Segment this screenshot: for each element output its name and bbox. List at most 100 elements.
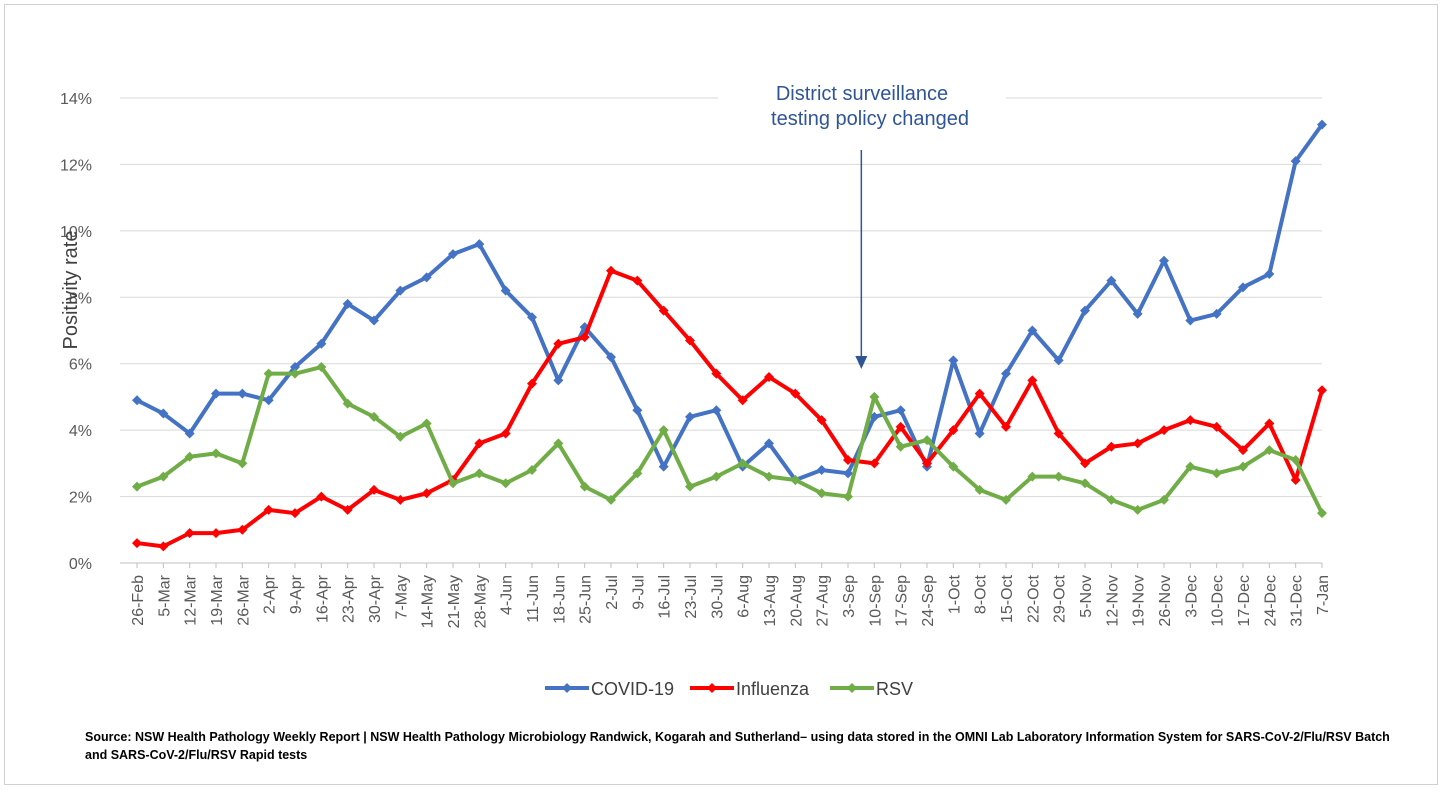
data-point — [632, 468, 643, 479]
data-point — [685, 411, 695, 422]
data-point — [132, 538, 142, 549]
data-point — [342, 504, 353, 515]
data-point — [500, 478, 511, 489]
x-tick-label: 9-Apr — [288, 574, 305, 614]
data-point — [606, 352, 616, 363]
x-tick-label: 5-Mar — [156, 574, 173, 616]
data-point — [553, 438, 564, 449]
data-point — [1106, 441, 1117, 452]
data-point — [895, 441, 906, 452]
data-point — [395, 285, 406, 296]
y-tick-label: 14% — [60, 91, 92, 108]
data-point — [764, 471, 774, 482]
x-tick-label: 7-Jan — [1315, 575, 1332, 615]
data-point — [1238, 445, 1248, 456]
x-tick-label: 26-Nov — [1157, 575, 1174, 627]
x-tick-label: 21-May — [446, 575, 463, 628]
legend: COVID-19 Influenza RSV — [545, 679, 913, 699]
data-point — [632, 405, 643, 416]
series-line-covid-19 — [136, 123, 1324, 482]
x-tick-label: 9-Jul — [630, 575, 647, 610]
data-point — [1080, 458, 1090, 469]
data-point — [843, 491, 853, 502]
x-tick-label: 16-Jul — [657, 575, 674, 619]
data-point — [474, 239, 485, 250]
data-point — [527, 378, 537, 389]
data-point — [658, 461, 669, 472]
data-point — [606, 494, 616, 505]
data-point — [1080, 305, 1090, 316]
annotation-mask — [718, 85, 1006, 145]
data-point — [290, 368, 300, 379]
x-tick-label: 19-Nov — [1131, 575, 1148, 627]
data-point — [184, 528, 195, 539]
data-point — [395, 494, 406, 505]
data-point — [448, 249, 458, 260]
y-tick-label: 4% — [69, 423, 92, 440]
data-point — [158, 541, 169, 552]
x-tick-label: 29-Oct — [1052, 574, 1069, 623]
x-tick-label: 23-Jul — [683, 575, 700, 619]
series-line-influenza — [136, 268, 1324, 549]
data-point — [1264, 445, 1275, 456]
x-tick-label: 19-Mar — [209, 574, 226, 625]
data-point — [527, 465, 537, 475]
data-point — [632, 275, 643, 286]
data-point — [474, 468, 485, 479]
data-point — [974, 428, 985, 439]
data-point — [421, 488, 432, 499]
data-point — [685, 335, 695, 346]
data-point — [816, 465, 827, 475]
data-point — [1080, 478, 1090, 489]
data-point — [790, 474, 801, 485]
data-point — [1027, 375, 1038, 386]
data-point — [895, 405, 906, 416]
data-point — [1159, 255, 1169, 266]
legend-swatch-marker — [707, 683, 717, 693]
x-tick-label: 2-Jul — [604, 575, 621, 610]
data-point — [290, 508, 300, 519]
data-point — [737, 395, 748, 406]
data-point — [1053, 471, 1064, 482]
data-point — [843, 468, 853, 479]
x-tick-label: 12-Nov — [1104, 575, 1121, 627]
data-point — [1211, 468, 1222, 479]
data-point — [1211, 308, 1222, 319]
data-point — [500, 285, 511, 296]
data-point — [369, 411, 379, 422]
data-point — [316, 338, 327, 349]
data-point — [1185, 415, 1196, 426]
data-point — [132, 395, 142, 406]
x-tick-label: 6-Aug — [736, 575, 753, 618]
data-point — [816, 488, 827, 499]
legend-swatch-marker — [562, 683, 572, 693]
annotation-line-1: District surveillance — [776, 83, 948, 105]
gridlines — [120, 97, 1322, 564]
x-tick-label: 4-Jun — [499, 575, 516, 615]
data-point — [500, 428, 511, 439]
x-tick-label: 17-Dec — [1236, 575, 1253, 627]
data-point — [1159, 425, 1169, 436]
data-point — [711, 405, 722, 416]
data-point — [1159, 494, 1169, 505]
x-tick-label: 24-Dec — [1262, 575, 1279, 627]
y-tick-label: 0% — [69, 556, 92, 573]
x-tick-label: 22-Oct — [1025, 574, 1042, 623]
data-point — [1027, 471, 1038, 482]
data-point — [737, 458, 748, 469]
legend-swatch-marker — [847, 683, 857, 693]
data-point — [711, 368, 722, 379]
data-point — [316, 362, 327, 373]
x-tick-label: 25-Jun — [578, 575, 595, 624]
data-point — [790, 388, 801, 399]
x-tick-label: 26-Feb — [130, 575, 147, 626]
data-point — [1027, 325, 1038, 336]
data-point — [1264, 269, 1275, 280]
data-point — [869, 391, 880, 402]
data-point — [974, 484, 985, 495]
x-tick-label: 24-Sep — [920, 575, 937, 627]
x-tick-label: 30-Jul — [709, 575, 726, 619]
data-point — [658, 305, 669, 316]
data-point — [158, 471, 169, 482]
data-point — [342, 298, 353, 309]
